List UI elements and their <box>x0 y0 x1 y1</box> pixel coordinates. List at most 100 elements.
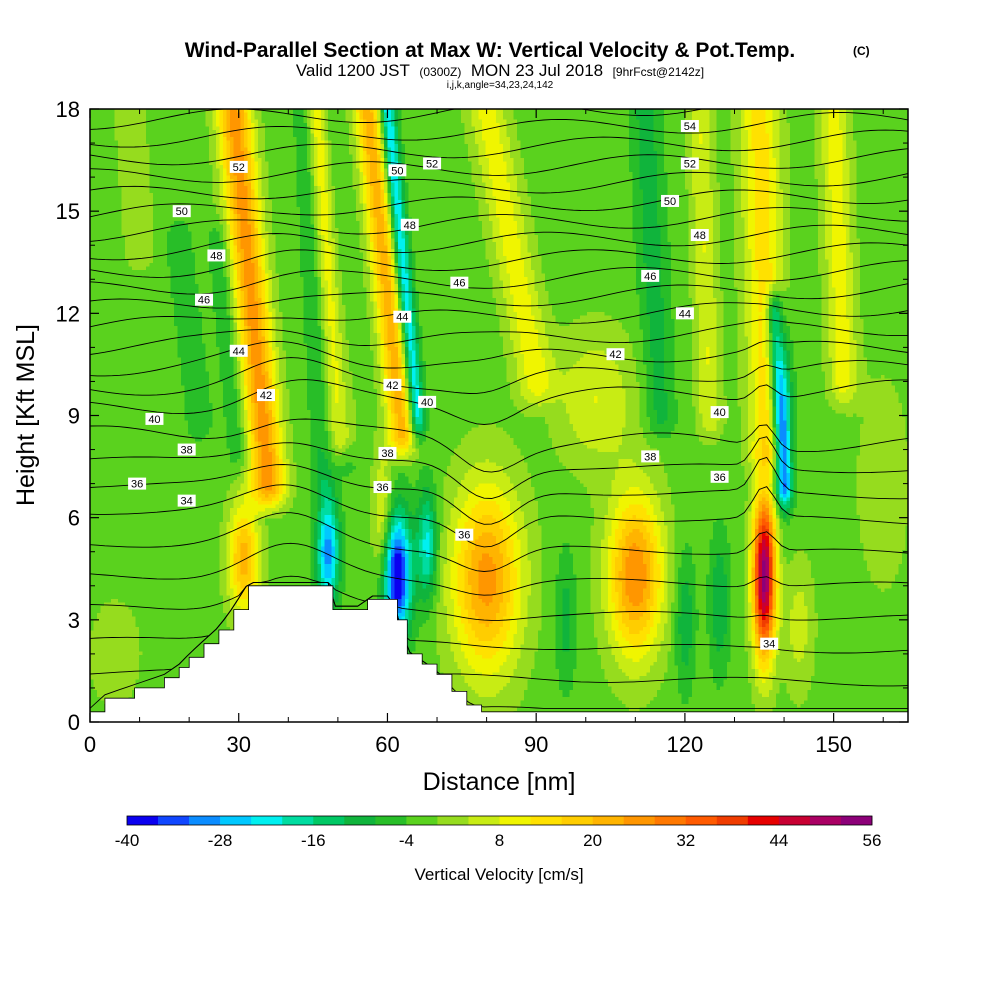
heat-cell <box>759 113 763 117</box>
heat-cell <box>381 116 385 120</box>
heat-cell <box>594 116 598 120</box>
heat-cell <box>129 120 133 124</box>
heat-cell <box>689 116 693 120</box>
heat-cell <box>689 113 693 117</box>
heat-cell <box>759 116 763 120</box>
heat-cell <box>164 120 168 124</box>
heat-cell <box>521 116 525 120</box>
heat-cell <box>300 120 304 124</box>
heat-cell <box>213 120 217 124</box>
heat-cell <box>391 116 395 120</box>
heat-cell <box>598 116 602 120</box>
heat-cell <box>626 116 630 120</box>
heat-cell <box>220 120 224 124</box>
heat-cell <box>489 120 493 124</box>
heat-cell <box>500 113 504 117</box>
heat-cell <box>332 120 336 124</box>
heat-cell <box>507 113 511 117</box>
heat-cell <box>311 120 315 124</box>
heat-cell <box>895 120 899 124</box>
heat-cell <box>731 120 735 124</box>
heat-cell <box>255 120 259 124</box>
heat-cell <box>209 116 213 120</box>
heat-cell <box>748 113 752 117</box>
heat-cell <box>685 113 689 117</box>
heat-cell <box>563 120 567 124</box>
heat-cell <box>675 120 679 124</box>
heat-cell <box>713 120 717 124</box>
heat-cell <box>283 116 287 120</box>
heat-cell <box>167 123 171 127</box>
heat-cell <box>115 123 119 127</box>
heat-cell <box>503 116 507 120</box>
heat-cell <box>811 116 815 120</box>
heat-cell <box>118 120 122 124</box>
heat-cell <box>643 116 647 120</box>
heat-cell <box>766 116 770 120</box>
heat-cell <box>619 120 623 124</box>
heat-cell <box>360 113 364 117</box>
heat-cell <box>304 120 308 124</box>
heat-cell <box>563 113 567 117</box>
heat-cell <box>465 120 469 124</box>
heat-cell <box>129 113 133 117</box>
subtitle-utc: (0300Z) <box>419 65 461 79</box>
heat-cell <box>608 120 612 124</box>
heat-cell <box>269 120 273 124</box>
heat-cell <box>125 120 129 124</box>
heat-cell <box>276 116 280 120</box>
heat-cell <box>398 113 402 117</box>
heat-cell <box>234 120 238 124</box>
heat-cell <box>692 113 696 117</box>
heat-cell <box>510 113 514 117</box>
heat-cell <box>377 120 381 124</box>
heat-cell <box>111 120 115 124</box>
heat-cell <box>454 120 458 124</box>
heat-cell <box>230 116 234 120</box>
heat-cell <box>860 120 864 124</box>
heat-cell <box>178 120 182 124</box>
heat-cell <box>223 113 227 117</box>
velocity-heatmap <box>90 109 909 725</box>
heat-cell <box>402 113 406 117</box>
heat-cell <box>209 113 213 117</box>
heat-cell <box>853 116 857 120</box>
heat-cell <box>479 116 483 120</box>
heat-cell <box>97 116 101 120</box>
heat-cell <box>881 116 885 120</box>
heat-cell <box>272 116 276 120</box>
heat-cell <box>307 120 311 124</box>
heat-cell <box>783 120 787 124</box>
heat-cell <box>514 120 518 124</box>
heat-cell <box>734 120 738 124</box>
heat-cell <box>545 113 549 117</box>
heat-cell <box>724 120 728 124</box>
heat-cell <box>444 120 448 124</box>
heat-cell <box>486 120 490 124</box>
heat-cell <box>321 113 325 117</box>
heat-cell <box>360 116 364 120</box>
heat-cell <box>885 120 889 124</box>
heat-cell <box>542 116 546 120</box>
heat-cell <box>353 113 357 117</box>
heat-cell <box>325 113 329 117</box>
heat-cell <box>332 116 336 120</box>
heat-cell <box>839 116 843 120</box>
heat-cell <box>230 113 234 117</box>
heat-cell <box>328 116 332 120</box>
heat-cell <box>755 120 759 124</box>
heat-cell <box>94 113 98 117</box>
heat-cell <box>822 116 826 120</box>
heat-cell <box>381 113 385 117</box>
heat-cell <box>647 116 651 120</box>
heat-cell <box>164 123 168 127</box>
heat-cell <box>356 116 360 120</box>
heat-cell <box>328 113 332 117</box>
heat-cell <box>244 116 248 120</box>
heat-cell <box>104 113 108 117</box>
heat-cell <box>451 113 455 117</box>
heat-cell <box>342 116 346 120</box>
heat-cell <box>412 120 416 124</box>
heat-cell <box>650 120 654 124</box>
heat-cell <box>433 116 437 120</box>
